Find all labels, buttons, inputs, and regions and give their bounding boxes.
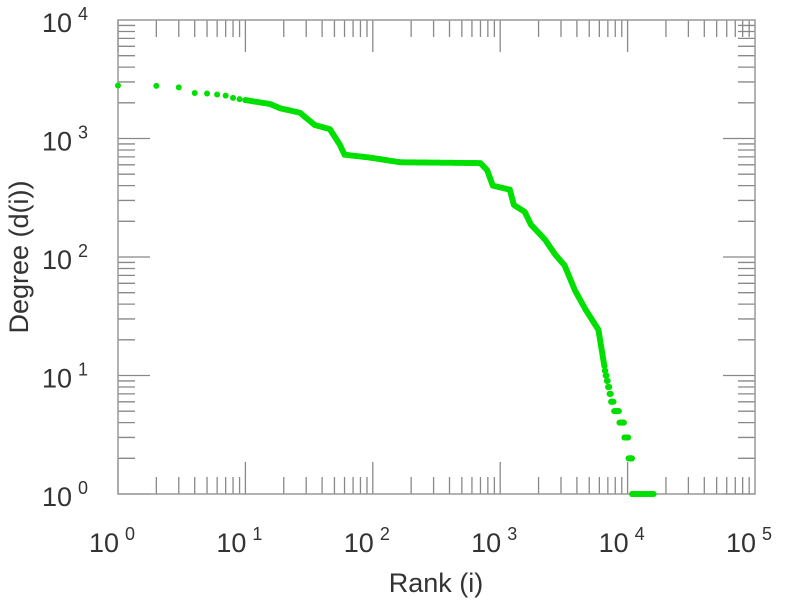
x-axis-label: Rank (i) [389, 568, 484, 598]
data-point [628, 455, 635, 462]
tick-exponent: 2 [380, 524, 390, 544]
data-point [620, 419, 627, 426]
data-point [603, 372, 610, 379]
tick-base: 10 [42, 245, 72, 275]
y-tick-labels: 10 0 10 1 10 2 10 3 10 4 [42, 4, 88, 512]
y-tick-label: 10 0 [42, 478, 88, 512]
data-point [230, 94, 237, 101]
y-tick-label: 10 1 [42, 360, 88, 394]
y-tick-label: 10 2 [42, 241, 88, 275]
tick-base: 10 [42, 8, 72, 38]
tick-base: 10 [599, 528, 629, 558]
data-point [175, 84, 182, 91]
data-point [204, 90, 211, 97]
data-point [606, 383, 613, 390]
data-point [601, 363, 608, 370]
data-points [115, 82, 657, 497]
data-point [191, 90, 198, 97]
y-tick-label: 10 4 [42, 4, 88, 38]
tick-base: 10 [89, 528, 119, 558]
data-point [607, 390, 614, 397]
tick-base: 10 [42, 364, 72, 394]
x-tick-label: 10 5 [726, 524, 772, 558]
x-tick-labels: 10 0 10 1 10 2 10 3 10 4 10 5 [89, 524, 772, 558]
tick-exponent: 1 [252, 524, 262, 544]
data-point [222, 92, 229, 99]
y-axis-label: Degree (d(i)) [4, 180, 34, 333]
tick-exponent: 0 [78, 478, 88, 498]
y-tick-label: 10 3 [42, 123, 88, 157]
x-tick-label: 10 2 [344, 524, 390, 558]
data-point [153, 82, 160, 89]
tick-exponent: 0 [125, 524, 135, 544]
data-point [115, 82, 121, 89]
x-tick-label: 10 4 [599, 524, 645, 558]
tick-base: 10 [471, 528, 501, 558]
tick-base: 10 [216, 528, 246, 558]
data-point [602, 367, 609, 374]
tick-exponent: 5 [762, 524, 772, 544]
tick-exponent: 3 [78, 123, 88, 143]
tick-base: 10 [726, 528, 756, 558]
tick-exponent: 1 [78, 360, 88, 380]
tick-base: 10 [42, 127, 72, 157]
x-tick-label: 10 1 [216, 524, 262, 558]
data-point [610, 398, 617, 405]
data-point [615, 408, 622, 415]
axis-ticks [117, 20, 755, 495]
x-tick-label: 10 0 [89, 524, 135, 558]
tick-exponent: 4 [78, 4, 88, 24]
data-point [604, 377, 611, 384]
tick-base: 10 [344, 528, 374, 558]
tick-exponent: 4 [635, 524, 645, 544]
tick-exponent: 3 [507, 524, 517, 544]
data-point [650, 491, 657, 497]
data-point [625, 434, 632, 441]
tick-base: 10 [42, 482, 72, 512]
x-tick-label: 10 3 [471, 524, 517, 558]
data-point [236, 96, 243, 103]
tick-exponent: 2 [78, 241, 88, 261]
plot-frame [117, 19, 756, 495]
data-point [214, 91, 221, 98]
